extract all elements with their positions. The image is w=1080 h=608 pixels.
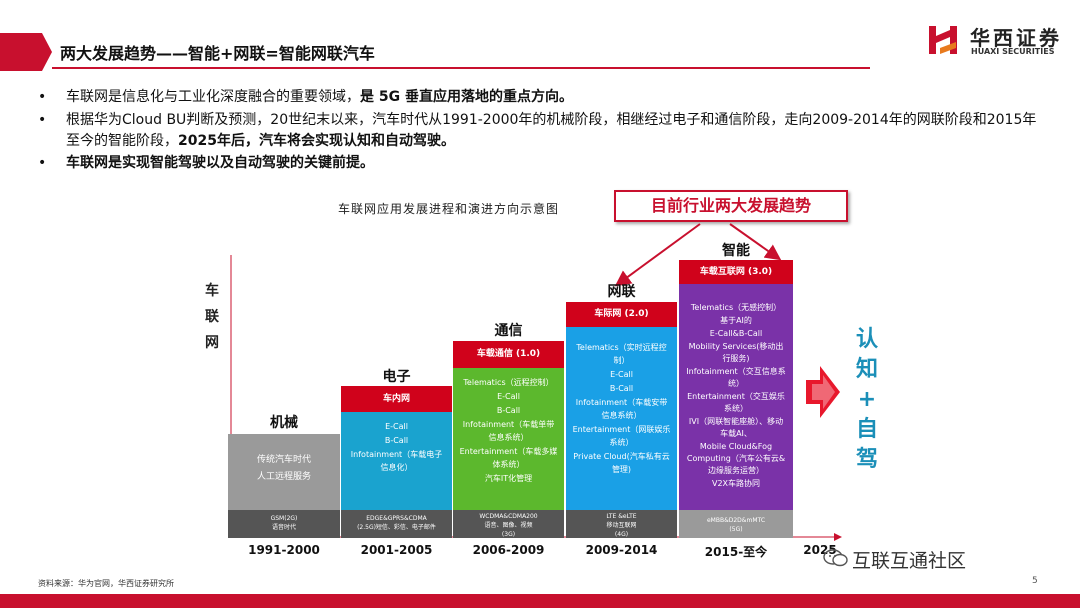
- source-note: 资料来源：华为官网，华西证券研究所: [38, 579, 174, 588]
- year-label: 2009-2014: [585, 543, 658, 557]
- stage-item: Infotainment（车载安带信息系统）: [575, 398, 668, 420]
- stage-item: Mobility Services(移动出行服务): [688, 342, 784, 363]
- stage-item: E-Call: [610, 370, 633, 379]
- bullet-item: • 车联网是信息化与工业化深度融合的重要领域，是 5G 垂直应用落地的重点方向。: [38, 87, 1048, 109]
- stage-label: 电子: [382, 369, 411, 385]
- cognition-autonomy-label: 认 知 + 自 驾: [855, 327, 878, 472]
- stage-column-mechanical: 传统汽车时代 人工远程服务: [228, 434, 340, 510]
- bullet-text-bold: 车联网是实现智能驾驶以及自动驾驶的关键前提。: [66, 155, 374, 171]
- stage-header: 车载通信 (1.0): [453, 341, 564, 368]
- bullet-item: • 车联网是实现智能驾驶以及自动驾驶的关键前提。: [38, 153, 1048, 175]
- year-label: 2001-2005: [360, 543, 433, 557]
- stage-column-connected: Telematics（实时远程控制） E-Call B-Call Infotai…: [566, 327, 677, 510]
- stage-item: B-Call: [384, 436, 409, 445]
- stage-item: V2X车路协同: [711, 479, 761, 488]
- stage-network-footer: EDGE&GPRS&CDMA (2.5G)短信、彩信、电子邮件: [341, 510, 452, 538]
- stage-column-electronic: E-Call B-Call Infotainment（车载电子信息化）: [341, 412, 452, 510]
- y-axis-label: 车 联 网: [205, 283, 219, 351]
- stage-item: B-Call: [496, 406, 521, 415]
- stage-label: 网联: [607, 284, 636, 300]
- stage-item: E-Call: [497, 392, 520, 401]
- huaxi-logo-icon: [929, 26, 957, 54]
- stage-network-footer: WCDMA&CDMA200 语音、图像、视频 (3G): [453, 510, 564, 538]
- trend-callout-box: 目前行业两大发展趋势: [614, 190, 848, 222]
- year-label: 2015-至今: [704, 545, 768, 559]
- stage-label: 机械: [270, 415, 298, 431]
- logo-text-cn: 华西证券: [970, 26, 1062, 50]
- stage-item: E-Call&B-Call: [709, 329, 763, 338]
- stage-network-footer: LTE &eLTE 移动互联网 (4G): [566, 510, 677, 538]
- stage-label: 智能: [722, 243, 750, 259]
- stage-header: 车内网: [341, 386, 452, 412]
- stage-item: Entertainment（车载多媒体系统）: [459, 447, 558, 469]
- year-label: 2025: [803, 543, 837, 557]
- stage-header: 车际网 (2.0): [566, 302, 677, 327]
- page-number: 5: [1032, 576, 1038, 586]
- stage-item: B-Call: [609, 384, 634, 393]
- chart-caption: 车联网应用发展进程和演进方向示意图: [338, 202, 560, 216]
- stage-item: Infotainment（交互信息系统）: [686, 367, 786, 388]
- stage-item: Infotainment（车载电子信息化）: [350, 450, 443, 472]
- stage-item: 传统汽车时代: [256, 455, 311, 465]
- logo-text-en: HUAXI SECURITIES: [971, 47, 1055, 56]
- stage-network-footer: eMBB&D2D&mMTC (5G): [679, 510, 793, 538]
- stage-item: Telematics（远程控制）: [463, 378, 554, 387]
- stage-item: Telematics（无感控制）: [690, 303, 782, 312]
- right-arrow-icon: [806, 366, 840, 418]
- stage-item: Infotainment（车载单带信息系统）: [462, 420, 555, 442]
- stage-item: Entertainment（网联娱乐系统）: [572, 425, 671, 447]
- stage-item: IVI（网联智能座舱）、移动车载AI、: [688, 417, 784, 438]
- bullet-dot: •: [38, 89, 47, 105]
- bullet-text-bold: 是 5G 垂直应用落地的重点方向。: [360, 89, 573, 105]
- header-tab-shape: [0, 33, 52, 71]
- stage-label: 通信: [494, 323, 523, 339]
- stage-item: Entertainment（交互娱乐系统）: [687, 392, 785, 413]
- header-divider: [52, 67, 870, 69]
- bullet-text: 车联网是信息化与工业化深度融合的重要领域，: [66, 89, 360, 105]
- stage-item: Telematics（实时远程控制）: [576, 343, 667, 365]
- bottom-bar: [0, 594, 1080, 608]
- bullet-dot: •: [38, 112, 47, 128]
- stage-item: 汽车IT化管理: [484, 474, 533, 483]
- stage-item: Private Cloud(汽车私有云管理): [573, 452, 670, 474]
- stage-column-communication: Telematics（远程控制） E-Call B-Call Infotainm…: [453, 368, 564, 510]
- watermark-text: 互联互通社区: [852, 550, 967, 572]
- trend-arrows: [614, 223, 782, 287]
- page-title: 两大发展趋势——智能+网联=智能网联汽车: [60, 44, 375, 63]
- year-label: 2006-2009: [472, 543, 545, 557]
- stage-item: E-Call: [385, 422, 408, 431]
- stage-item: 基于AI的: [720, 316, 752, 325]
- bullet-text-bold: 2025年后，汽车将会实现认知和自动驾驶。: [178, 133, 455, 149]
- wechat-icon: [823, 549, 848, 567]
- bullet-dot: •: [38, 155, 47, 171]
- stage-item: 人工远程服务: [256, 472, 311, 482]
- stage-header: 车载互联网 (3.0): [679, 260, 793, 284]
- bullet-text: 根据华为Cloud BU判断及预测，20世纪末以来，汽车时代从1991-2000…: [66, 112, 1037, 149]
- stage-item: Mobile Cloud&Fog Computing（汽车公有云&边缘服务运营）: [686, 442, 786, 475]
- stage-column-intelligent: Telematics（无感控制） 基于AI的 E-Call&B-Call Mob…: [679, 284, 793, 510]
- stage-network-footer: GSM(2G) 语音时代: [228, 510, 340, 538]
- year-label: 1991-2000: [248, 543, 320, 557]
- bullet-item: • 根据华为Cloud BU判断及预测，20世纪末以来，汽车时代从1991-20…: [38, 110, 1048, 154]
